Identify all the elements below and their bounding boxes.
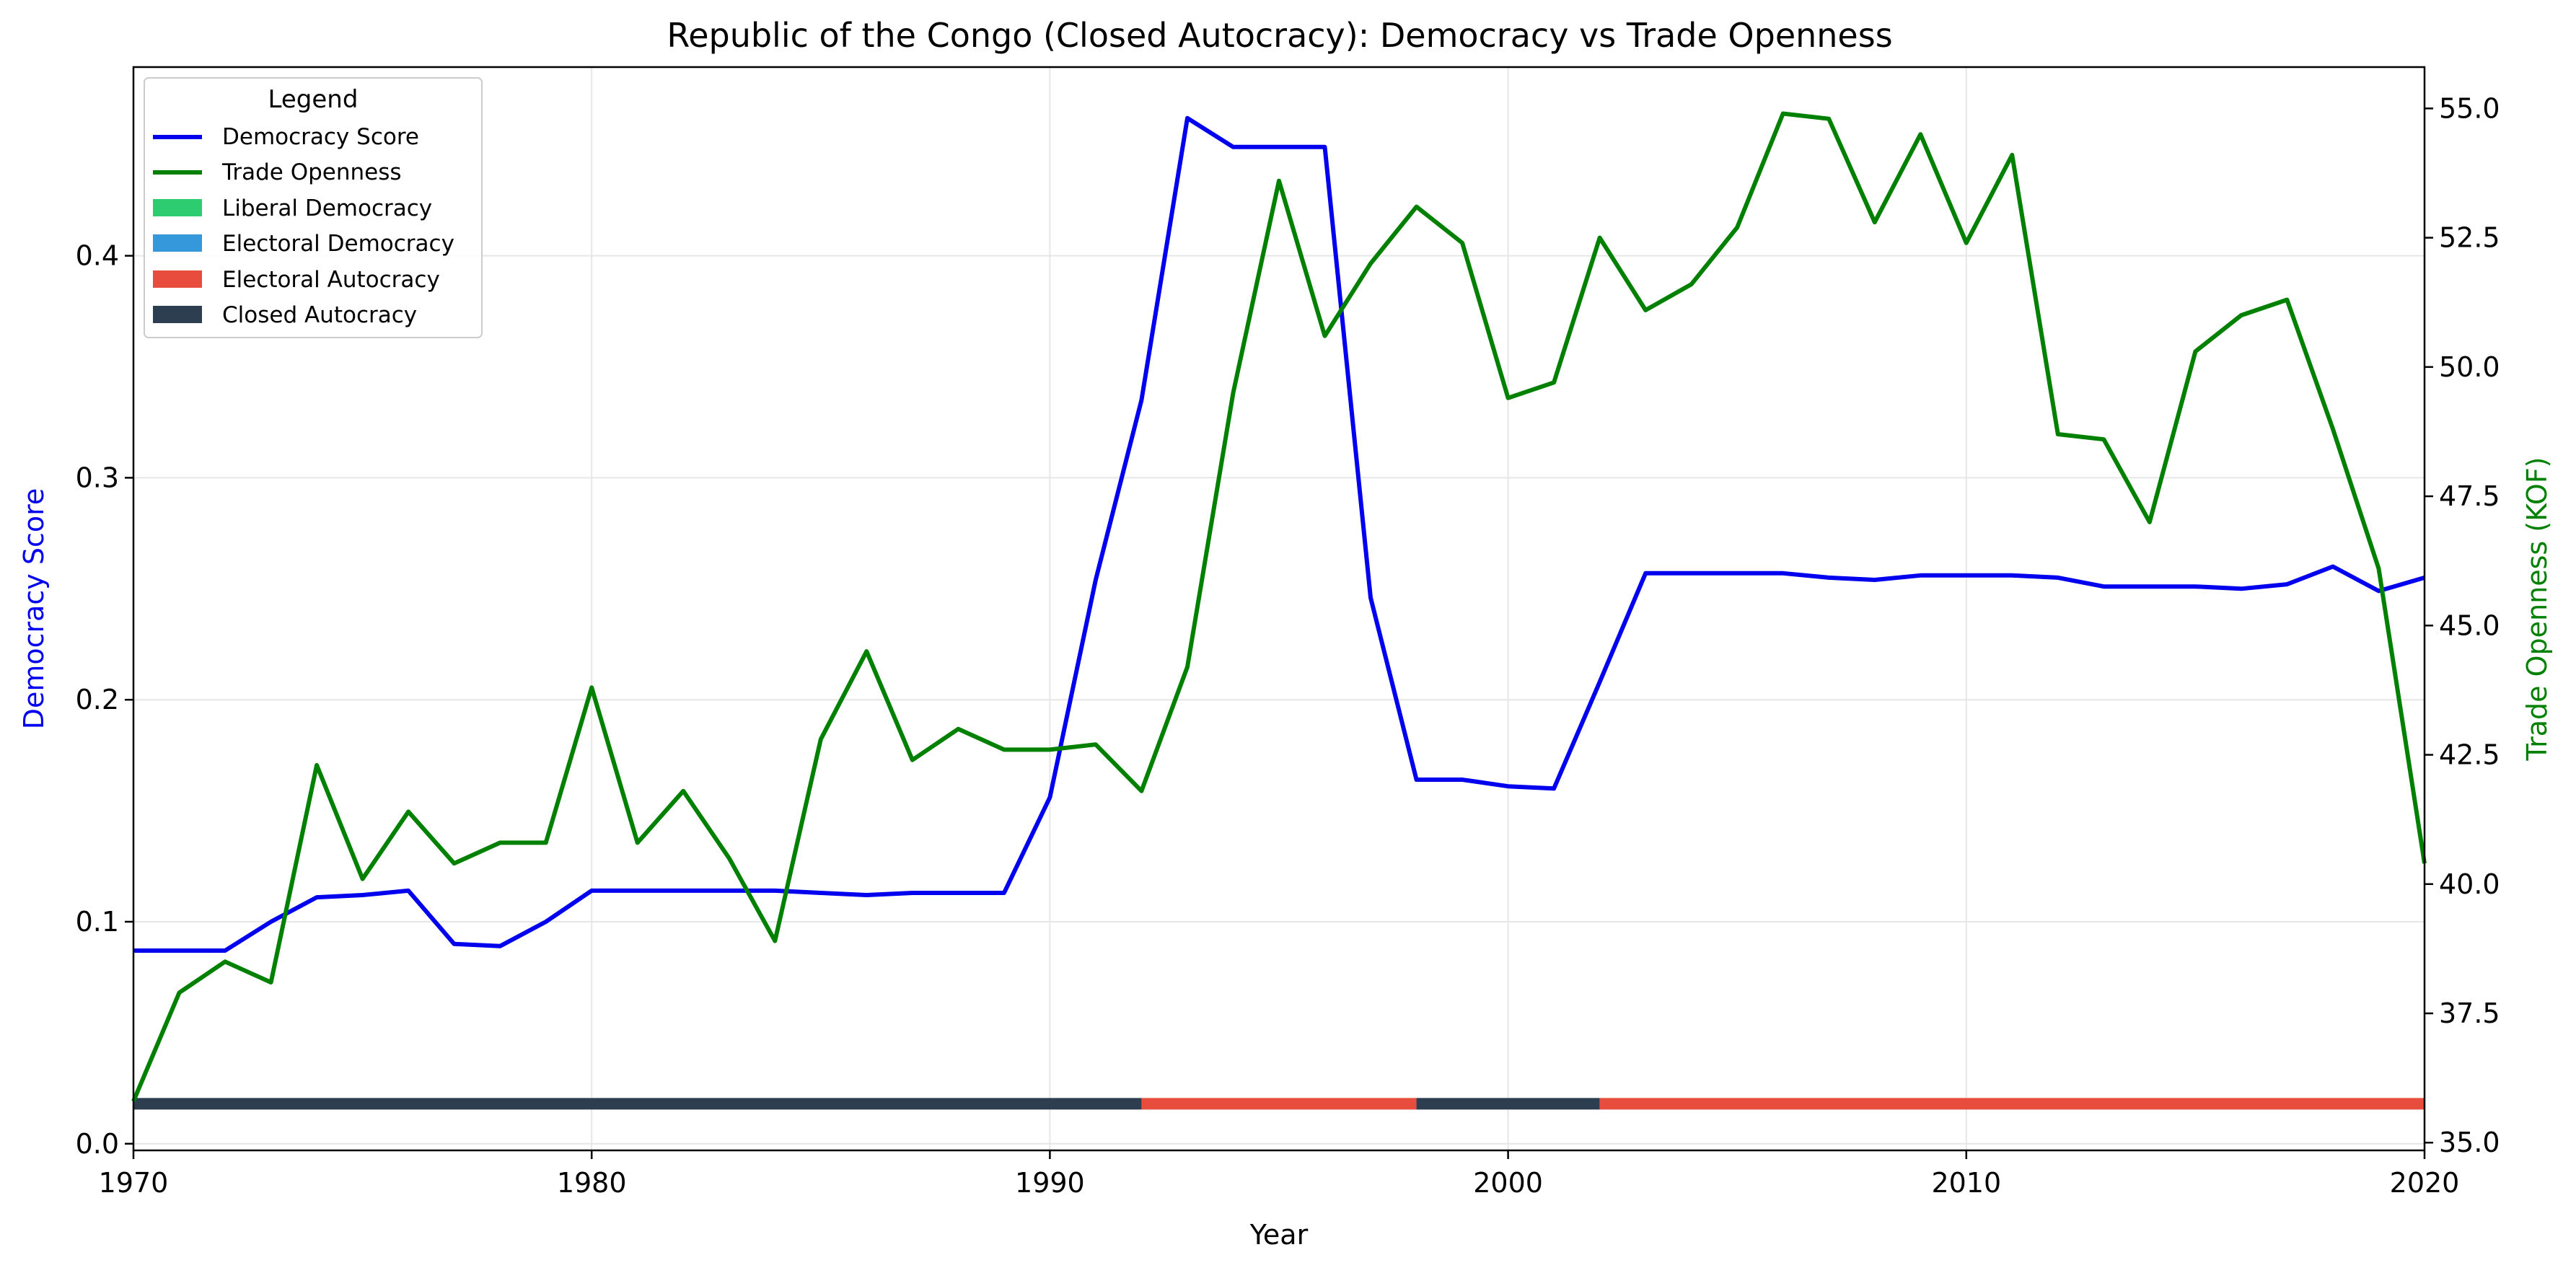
y-right-axis-label: Trade Openness (KOF) (2521, 457, 2553, 761)
legend-box (144, 77, 483, 338)
series-lines (131, 111, 2427, 1103)
legend-swatch-electoral-democracy (153, 234, 202, 252)
y-left-axis-ticks: 0.0 0.1 0.2 0.3 0.4 (76, 240, 133, 1160)
y-right-tick-label: 47.5 (2439, 480, 2500, 512)
legend-label-electoral-autocracy: Electoral Autocracy (222, 267, 440, 293)
chart-title: Republic of the Congo (Closed Autocracy)… (667, 16, 1892, 55)
y-right-tick-label: 35.0 (2439, 1127, 2500, 1158)
legend-swatch-electoral-autocracy (153, 270, 202, 288)
regime-band-electoral-autocracy (1599, 1098, 2425, 1110)
legend-label-trade: Trade Openness (221, 159, 402, 185)
legend-swatch-closed-autocracy (153, 306, 202, 323)
y-right-tick-label: 55.0 (2439, 92, 2500, 124)
x-tick-label: 1970 (99, 1167, 169, 1199)
series-line-democracy-score (133, 115, 2425, 953)
legend-title: Legend (268, 85, 359, 114)
y-right-tick-label: 37.5 (2439, 997, 2500, 1029)
regime-band-closed-autocracy (1416, 1098, 1600, 1110)
y-right-tick-label: 52.5 (2439, 222, 2500, 254)
y-left-tick-label: 0.0 (76, 1128, 119, 1160)
legend-label-closed-autocracy: Closed Autocracy (222, 302, 417, 328)
y-left-tick-label: 0.1 (76, 906, 119, 938)
x-tick-label: 1980 (557, 1167, 627, 1199)
y-left-tick-label: 0.4 (76, 240, 119, 272)
y-right-tick-label: 50.0 (2439, 351, 2500, 383)
y-left-tick-label: 0.2 (76, 684, 119, 715)
x-tick-label: 1990 (1015, 1167, 1085, 1199)
series-line-trade-openness (131, 111, 2427, 1103)
y-right-tick-label: 45.0 (2439, 609, 2500, 641)
regime-band-electoral-autocracy (1141, 1098, 1417, 1110)
x-tick-label: 2000 (1473, 1167, 1543, 1199)
legend-swatch-liberal-democracy (153, 199, 202, 216)
x-axis-ticks: 1970 1980 1990 2000 2010 2020 (99, 1150, 2460, 1199)
regime-band-closed-autocracy (133, 1098, 1142, 1110)
y-left-tick-label: 0.3 (76, 462, 119, 493)
legend: Legend Democracy Score Trade Openness Li… (144, 77, 483, 338)
y-right-tick-label: 40.0 (2439, 868, 2500, 900)
legend-label-liberal-democracy: Liberal Democracy (222, 195, 432, 221)
regime-bands (133, 1098, 2425, 1110)
legend-label-electoral-democracy: Electoral Democracy (222, 231, 454, 257)
x-tick-label: 2010 (1931, 1167, 2001, 1199)
legend-label-democracy: Democracy Score (222, 124, 419, 150)
y-right-tick-label: 42.5 (2439, 739, 2500, 771)
y-left-axis-label: Democracy Score (18, 488, 50, 730)
y-right-axis-ticks: 35.0 37.5 40.0 42.5 45.0 47.5 50.0 52.5 55.0 (2425, 92, 2500, 1158)
plot-frame (132, 66, 2426, 1152)
x-tick-label: 2020 (2390, 1167, 2460, 1199)
x-axis-label: Year (1249, 1219, 1309, 1251)
